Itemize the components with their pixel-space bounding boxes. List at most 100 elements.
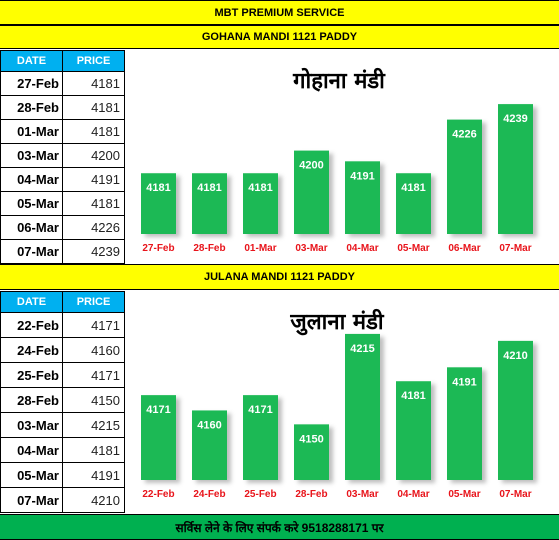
bar [345, 333, 380, 480]
bar-value-label: 4150 [299, 433, 323, 445]
footer-bar: सर्विस लेने के लिए संपर्क करे 9518288171… [0, 514, 559, 540]
bar-value-label: 4239 [503, 113, 527, 125]
chart-title: जुलाना मंडी [289, 308, 384, 336]
category-label: 28-Feb [193, 243, 225, 254]
row-date: 07-Mar [0, 240, 63, 264]
bar-value-label: 4181 [197, 182, 221, 194]
table-row: 22-Feb 4171 [0, 313, 125, 338]
bar-value-label: 4215 [350, 343, 374, 355]
bar [294, 150, 329, 234]
bar [243, 173, 278, 234]
table-2-date-header: DATE [0, 291, 63, 313]
category-label: 28-Feb [295, 489, 327, 500]
bar [192, 173, 227, 234]
table-row: 25-Feb 4171 [0, 363, 125, 388]
table-row: 04-Mar 4191 [0, 168, 125, 192]
table-2-price-header: PRICE [63, 291, 125, 313]
bar-value-label: 4181 [248, 182, 272, 194]
row-date: 24-Feb [0, 338, 63, 363]
table-row: 03-Mar 4200 [0, 144, 125, 168]
bar-value-label: 4200 [299, 160, 323, 172]
bar [192, 410, 227, 480]
bar [294, 424, 329, 480]
chart-2: जुलाना मंडी 4171 22-Feb 4160 24-Feb 4171 25-Fe… [127, 291, 559, 514]
row-price: 4160 [63, 338, 125, 363]
bar [498, 340, 533, 480]
row-date: 01-Mar [0, 120, 63, 144]
row-date: 25-Feb [0, 363, 63, 388]
bar-value-label: 4191 [350, 170, 374, 182]
bar-value-label: 4171 [146, 404, 170, 416]
section-2-title: JULANA MANDI 1121 PADDY [204, 271, 355, 283]
category-label: 04-Mar [346, 243, 378, 254]
table-row: 07-Mar 4210 [0, 488, 125, 513]
row-price: 4181 [63, 438, 125, 463]
chart-1-svg: गोहाना मंडी 4181 27-Feb 4181 28-Feb 4181 01-Ma… [141, 67, 533, 254]
category-label: 27-Feb [142, 243, 174, 254]
row-price: 4181 [63, 72, 125, 96]
bar [243, 395, 278, 480]
bar-value-label: 4160 [197, 419, 221, 431]
bar [498, 104, 533, 234]
bar [447, 367, 482, 480]
category-label: 07-Mar [499, 243, 531, 254]
bar-value-label: 4181 [401, 182, 425, 194]
bar-value-label: 4191 [452, 376, 476, 388]
row-date: 22-Feb [0, 313, 63, 338]
row-price: 4226 [63, 216, 125, 240]
category-label: 03-Mar [346, 489, 378, 500]
row-date: 27-Feb [0, 72, 63, 96]
table-row: 03-Mar 4215 [0, 413, 125, 438]
bar-value-label: 4226 [452, 129, 476, 141]
table-1-date-header: DATE [0, 50, 63, 72]
bar [141, 395, 176, 480]
category-label: 05-Mar [448, 489, 480, 500]
row-price: 4191 [63, 168, 125, 192]
category-label: 04-Mar [397, 489, 429, 500]
row-date: 28-Feb [0, 96, 63, 120]
main-title: MBT PREMIUM SERVICE [214, 6, 345, 19]
table-row: 07-Mar 4239 [0, 240, 125, 264]
table-row: 24-Feb 4160 [0, 338, 125, 363]
bar-value-label: 4210 [503, 350, 527, 362]
bar-value-label: 4171 [248, 404, 272, 416]
bar [447, 119, 482, 234]
section-1-title: GOHANA MANDI 1121 PADDY [201, 31, 358, 43]
table-row: 28-Feb 4181 [0, 96, 125, 120]
section-2-title-bar: JULANA MANDI 1121 PADDY [0, 264, 559, 290]
table-row: 27-Feb 4181 [0, 72, 125, 96]
row-date: 04-Mar [0, 168, 63, 192]
bar-value-label: 4181 [401, 390, 425, 402]
row-price: 4191 [63, 463, 125, 488]
row-date: 05-Mar [0, 463, 63, 488]
row-date: 05-Mar [0, 192, 63, 216]
row-price: 4150 [63, 388, 125, 413]
row-price: 4215 [63, 413, 125, 438]
category-label: 22-Feb [142, 489, 174, 500]
row-date: 04-Mar [0, 438, 63, 463]
category-label: 05-Mar [397, 243, 429, 254]
bar [345, 161, 380, 234]
category-label: 01-Mar [244, 243, 276, 254]
table-row: 06-Mar 4226 [0, 216, 125, 240]
row-date: 07-Mar [0, 488, 63, 513]
category-label: 03-Mar [295, 243, 327, 254]
footer-contact-text: सर्विस लेने के लिए संपर्क करे 9518288171… [175, 520, 384, 535]
row-date: 28-Feb [0, 388, 63, 413]
table-row: 05-Mar 4181 [0, 192, 125, 216]
row-price: 4181 [63, 120, 125, 144]
table-1-price-header: PRICE [63, 50, 125, 72]
table-row: 01-Mar 4181 [0, 120, 125, 144]
row-price: 4239 [63, 240, 125, 264]
category-label: 25-Feb [244, 489, 276, 500]
table-row: 04-Mar 4181 [0, 438, 125, 463]
chart-2-svg: जुलाना मंडी 4171 22-Feb 4160 24-Feb 4171 25-Fe… [141, 308, 533, 500]
row-price: 4181 [63, 192, 125, 216]
row-date: 03-Mar [0, 144, 63, 168]
table-row: 05-Mar 4191 [0, 463, 125, 488]
table-1-header: DATE PRICE [0, 50, 125, 72]
category-label: 06-Mar [448, 243, 480, 254]
table-row: 28-Feb 4150 [0, 388, 125, 413]
chart-1: गोहाना मंडी 4181 27-Feb 4181 28-Feb 4181 01-Ma… [127, 50, 559, 264]
category-label: 07-Mar [499, 489, 531, 500]
